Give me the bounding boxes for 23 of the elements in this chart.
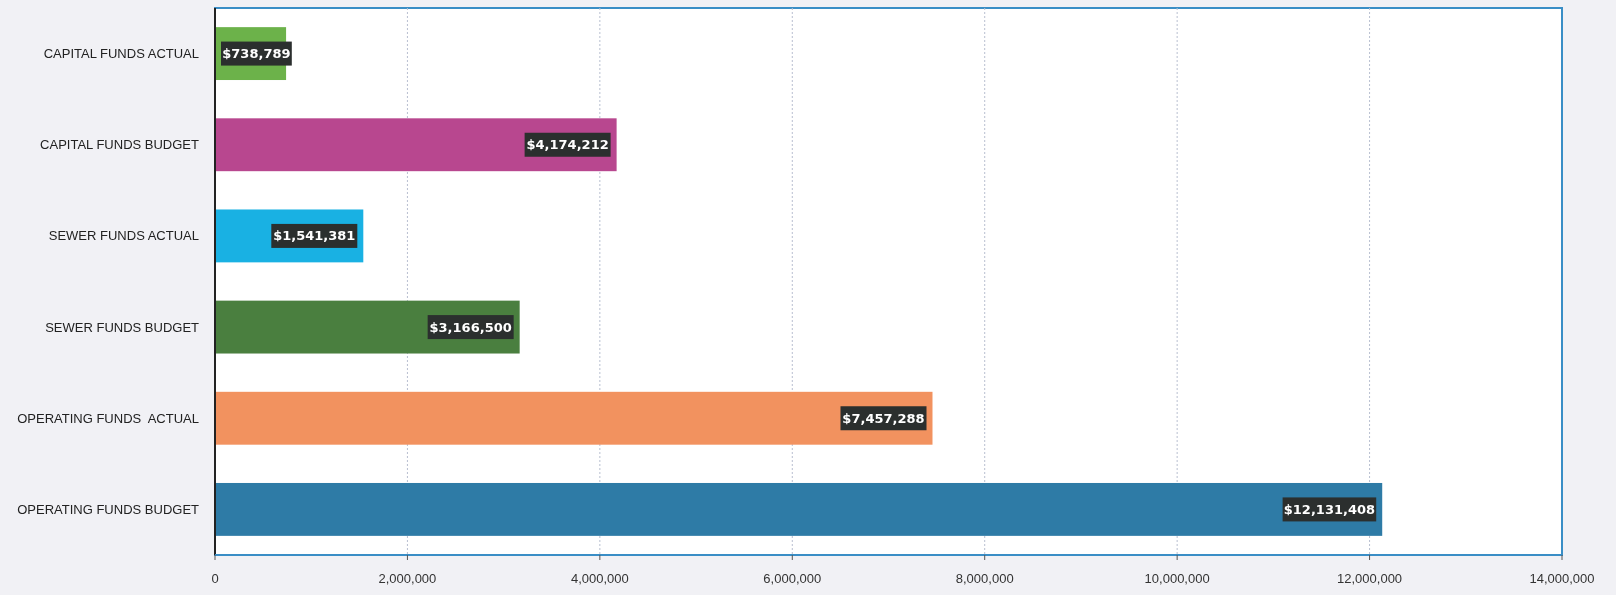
x-tick-label: 0: [211, 571, 219, 586]
y-tick-label: SEWER FUNDS ACTUAL: [48, 228, 199, 244]
data-label: $7,457,288: [842, 410, 925, 426]
x-tick-label: 14,000,000: [1529, 571, 1595, 586]
x-tick-label: 4,000,000: [570, 571, 629, 586]
data-label: $4,174,212: [526, 137, 609, 153]
x-tick-label: 6,000,000: [763, 571, 822, 586]
y-tick-label: OPERATING FUNDS BUDGET: [17, 501, 200, 517]
data-label: $12,131,408: [1283, 501, 1376, 517]
y-tick-label: CAPITAL FUNDS BUDGET: [40, 137, 200, 153]
x-tick-label: 8,000,000: [955, 571, 1014, 586]
y-tick-label: OPERATING FUNDS ACTUAL: [17, 410, 199, 426]
x-tick-label: 2,000,000: [378, 571, 437, 586]
data-label: $1,541,381: [273, 228, 356, 244]
data-label: $3,166,500: [429, 319, 512, 335]
bar: [215, 118, 617, 172]
x-tick-label: 12,000,000: [1337, 571, 1403, 586]
bar: [215, 391, 933, 445]
y-tick-label: CAPITAL FUNDS ACTUAL: [43, 46, 199, 62]
y-tick-label: SEWER FUNDS BUDGET: [45, 319, 200, 335]
data-label: $738,789: [222, 46, 291, 62]
bar: [215, 482, 1383, 536]
x-tick-label: 10,000,000: [1144, 571, 1210, 586]
